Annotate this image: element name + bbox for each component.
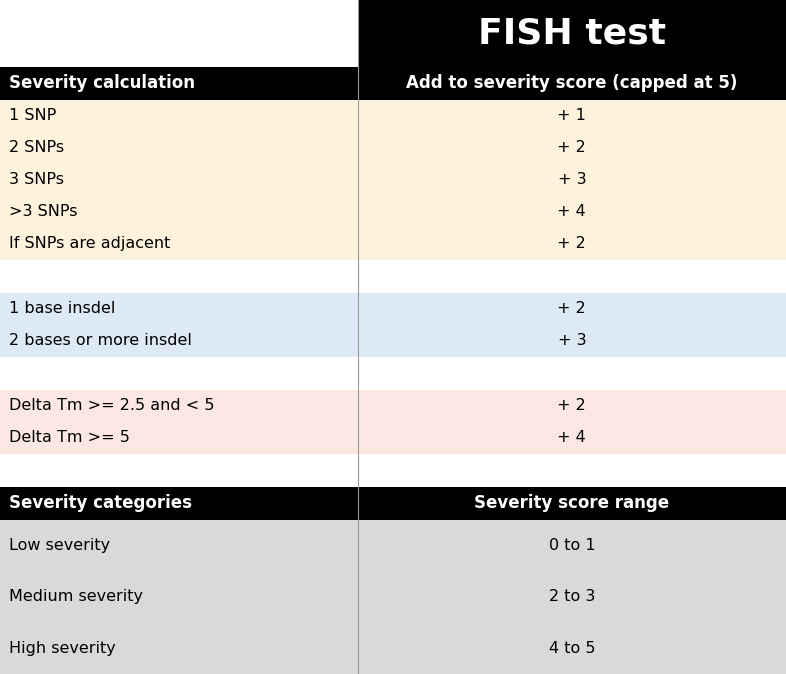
Text: High severity: High severity xyxy=(9,641,116,656)
Bar xyxy=(358,0,786,67)
Text: 2 bases or more insdel: 2 bases or more insdel xyxy=(9,334,193,348)
Bar xyxy=(358,487,786,520)
Text: + 2: + 2 xyxy=(557,301,586,317)
Text: Delta Tm >= 2.5 and < 5: Delta Tm >= 2.5 and < 5 xyxy=(9,398,215,414)
Bar xyxy=(358,520,786,674)
Text: + 2: + 2 xyxy=(557,398,586,414)
Text: Delta Tm >= 5: Delta Tm >= 5 xyxy=(9,431,130,446)
Text: Severity calculation: Severity calculation xyxy=(9,75,196,92)
Bar xyxy=(0,260,786,293)
Bar xyxy=(0,454,786,487)
Bar xyxy=(0,100,358,260)
Bar xyxy=(358,67,786,100)
Bar xyxy=(0,520,358,674)
Text: 2 to 3: 2 to 3 xyxy=(549,590,595,605)
Bar xyxy=(0,293,358,357)
Text: Medium severity: Medium severity xyxy=(9,590,143,605)
Text: + 4: + 4 xyxy=(557,204,586,220)
Text: Add to severity score (capped at 5): Add to severity score (capped at 5) xyxy=(406,75,737,92)
Text: + 3: + 3 xyxy=(557,173,586,187)
Bar xyxy=(0,487,358,520)
Text: + 1: + 1 xyxy=(557,109,586,123)
Text: 2 SNPs: 2 SNPs xyxy=(9,140,64,156)
Text: 0 to 1: 0 to 1 xyxy=(549,538,595,553)
Text: + 2: + 2 xyxy=(557,237,586,251)
Text: Severity score range: Severity score range xyxy=(474,495,670,512)
Text: 3 SNPs: 3 SNPs xyxy=(9,173,64,187)
Bar xyxy=(358,100,786,260)
Text: 1 base insdel: 1 base insdel xyxy=(9,301,116,317)
Text: Severity categories: Severity categories xyxy=(9,495,193,512)
Bar xyxy=(358,390,786,454)
Text: >3 SNPs: >3 SNPs xyxy=(9,204,78,220)
Text: + 3: + 3 xyxy=(557,334,586,348)
Text: 1 SNP: 1 SNP xyxy=(9,109,57,123)
Bar xyxy=(0,357,786,390)
Bar xyxy=(0,390,358,454)
Text: Low severity: Low severity xyxy=(9,538,111,553)
Bar xyxy=(358,293,786,357)
Bar xyxy=(0,67,358,100)
Text: + 4: + 4 xyxy=(557,431,586,446)
Text: 4 to 5: 4 to 5 xyxy=(549,641,595,656)
Text: FISH test: FISH test xyxy=(478,16,666,51)
Text: + 2: + 2 xyxy=(557,140,586,156)
Text: If SNPs are adjacent: If SNPs are adjacent xyxy=(9,237,171,251)
Bar xyxy=(0,0,358,67)
